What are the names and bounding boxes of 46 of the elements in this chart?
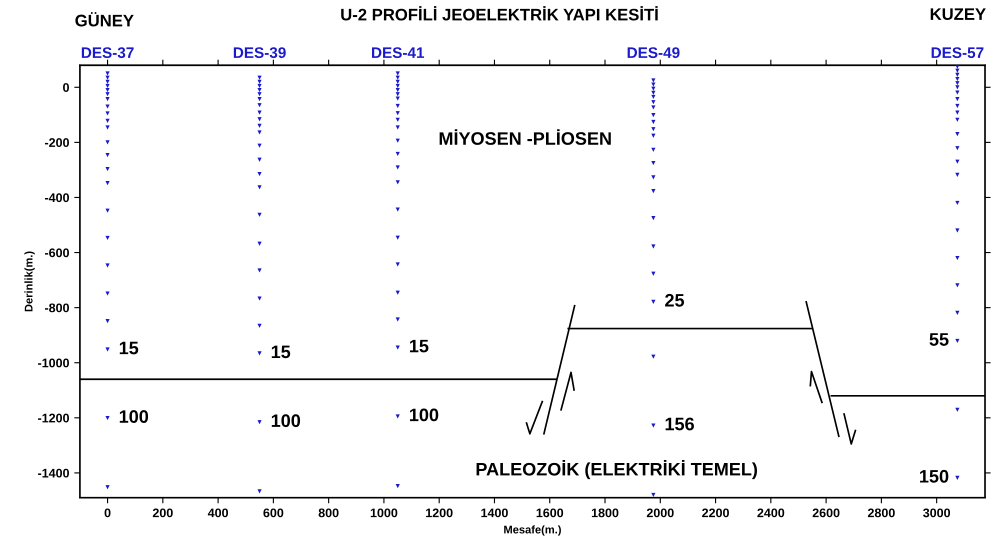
series-label: DES-57 [932,47,984,58]
series-label: DES-39 [234,47,286,58]
y-tick-label: -200 [44,138,69,148]
y-tick-label: -600 [44,248,69,258]
x-tick-label: 2000 [646,508,674,518]
text: GÜNEY [75,12,134,26]
y-axis-title: Derinlik(m.) [24,251,35,312]
annotation: 25 [665,294,684,307]
annotation: PALEOZOİK (ELEKTRİKİ TEMEL) [476,460,758,480]
x-axis-title: Mesafe(m.) [504,525,561,536]
annotation: 100 [272,414,300,428]
annotation: 150 [920,470,948,483]
y-tick-label: -800 [44,303,69,312]
annotation: 15 [410,340,428,352]
annotation: 156 [666,418,694,430]
y-tick-label: -1400 [38,468,69,478]
x-tick-label: 2600 [812,508,840,518]
series-label: DES-49 [628,47,680,58]
y-tick-label: 0 [63,83,69,92]
x-tick-label: 600 [263,508,284,518]
annotation: 100 [120,410,148,423]
x-tick-label: 200 [152,508,173,518]
x-tick-label: 1600 [536,508,564,518]
annotation: MİYOSEN -PLİOSEN [440,129,611,145]
y-tick-label: -1200 [38,414,69,422]
x-tick-label: 2800 [868,508,895,518]
annotation: 15 [272,346,290,358]
x-tick-label: 800 [318,508,339,518]
x-tick-label: 2400 [757,508,784,518]
text: KUZEY [930,8,986,20]
y-tick-label: -400 [44,193,69,202]
x-tick-label: 1800 [592,508,618,518]
series-label: DES-37 [82,47,134,58]
x-tick-label: 1200 [426,508,453,518]
x-tick-label: 0 [104,508,111,518]
annotation: 100 [410,408,438,422]
annotation: 55 [930,333,949,346]
x-tick-label: 2200 [702,508,729,518]
y-tick-label: -1000 [38,358,69,368]
x-tick-label: 3000 [923,508,950,518]
x-tick-label: 1400 [481,508,508,518]
x-tick-label: 400 [208,508,228,518]
annotation: 15 [120,342,138,354]
chart-title: U-2 PROFİLİ JEOELEKTRİK YAPI KESİTİ [341,6,658,21]
series-label: DES-41 [372,47,424,58]
x-tick-label: 1000 [370,508,398,518]
